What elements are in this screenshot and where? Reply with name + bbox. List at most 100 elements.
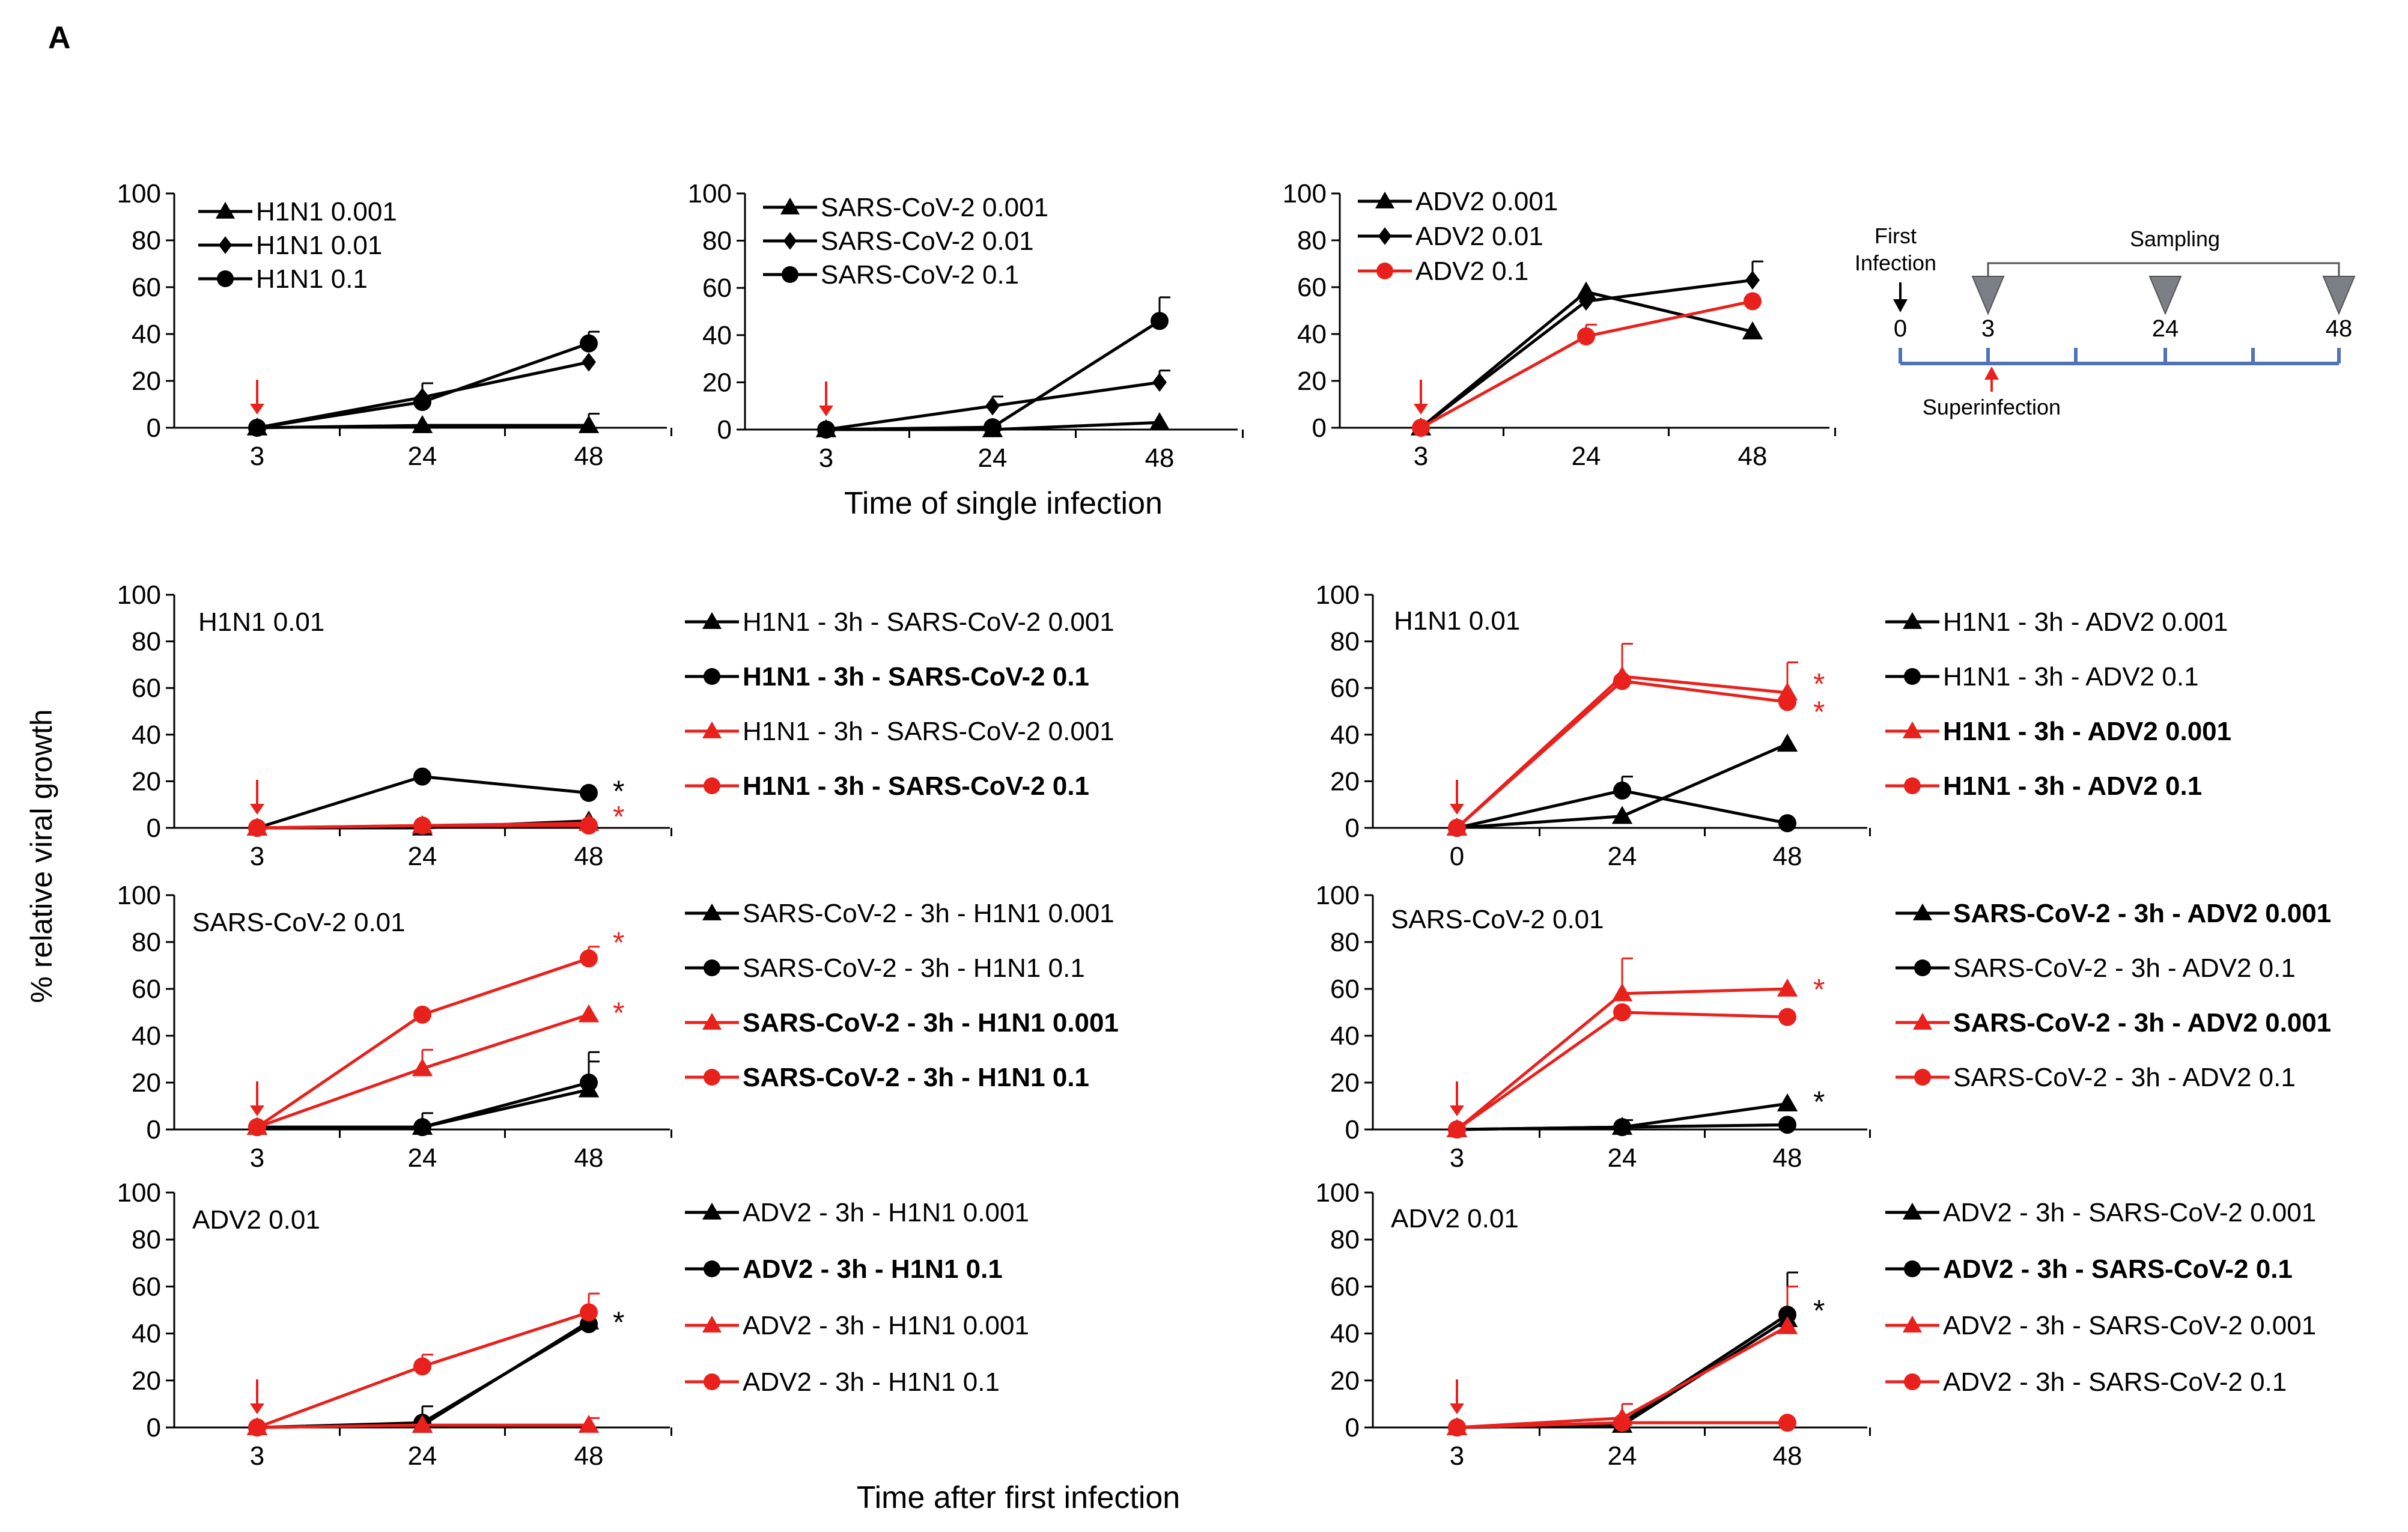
chart-co-h1n1-adv2: 0 20 40 60 80 100 0 24 48 H1N1 0.01 ** H1N1 - 3h - … bbox=[1316, 580, 2232, 871]
legend-label: ADV2 0.01 bbox=[1415, 222, 1543, 251]
data-point bbox=[412, 1414, 433, 1433]
data-point bbox=[1613, 1414, 1631, 1432]
x-tick-label: 24 bbox=[408, 1441, 437, 1471]
data-point bbox=[1613, 781, 1631, 800]
data-point bbox=[1448, 1418, 1466, 1436]
x-tick-label: 24 bbox=[408, 1143, 437, 1173]
legend-label: H1N1 - 3h - ADV2 0.001 bbox=[1943, 717, 2231, 746]
significance-star: * bbox=[1813, 667, 1825, 701]
y-tick-label: 40 bbox=[132, 320, 161, 349]
legend-label: SARS-CoV-2 0.001 bbox=[821, 193, 1048, 222]
legend-label: ADV2 - 3h - SARS-CoV-2 0.1 bbox=[1943, 1254, 2293, 1284]
infection-arrow-head bbox=[1450, 804, 1464, 815]
y-tick-label: 100 bbox=[117, 881, 161, 910]
y-tick-label: 20 bbox=[132, 767, 161, 796]
data-point bbox=[413, 816, 431, 835]
legend-marker bbox=[702, 1202, 722, 1220]
legend-label: SARS-CoV-2 - 3h - H1N1 0.001 bbox=[743, 899, 1114, 928]
legend-label: SARS-CoV-2 - 3h - H1N1 0.1 bbox=[743, 1063, 1089, 1092]
data-point bbox=[413, 393, 431, 412]
legend-marker bbox=[215, 201, 236, 219]
y-tick-label: 0 bbox=[147, 1115, 161, 1144]
y-tick-label: 60 bbox=[1330, 673, 1360, 703]
x-tick-label: 3 bbox=[1450, 1441, 1464, 1471]
legend-label: SARS-CoV-2 0.01 bbox=[821, 226, 1034, 256]
y-tick-label: 100 bbox=[1316, 1178, 1360, 1208]
legend-label: H1N1 0.001 bbox=[256, 197, 397, 226]
legend-label: ADV2 - 3h - H1N1 0.1 bbox=[743, 1254, 1003, 1284]
y-tick-label: 20 bbox=[132, 366, 161, 396]
y-tick-label: 80 bbox=[132, 226, 161, 255]
data-point bbox=[1778, 1116, 1796, 1134]
legend-marker bbox=[704, 1373, 720, 1390]
y-tick-label: 100 bbox=[1283, 179, 1327, 208]
y-axis-label: % relative viral growth bbox=[25, 709, 58, 1003]
x-tick-label: 3 bbox=[250, 1441, 264, 1471]
significance-star: * bbox=[1813, 973, 1825, 1006]
chart-title: SARS-CoV-2 0.01 bbox=[1391, 905, 1604, 934]
data-point bbox=[1745, 270, 1760, 290]
data-point bbox=[984, 418, 1002, 437]
legend-marker bbox=[1375, 191, 1395, 208]
data-point bbox=[1151, 312, 1169, 330]
data-point bbox=[1777, 978, 1798, 997]
x-tick-label: 48 bbox=[574, 442, 604, 471]
y-tick-label: 0 bbox=[147, 1413, 161, 1442]
infection-arrow-head bbox=[250, 1403, 264, 1414]
data-point bbox=[1575, 281, 1597, 300]
legend-label: SARS-CoV-2 - 3h - H1N1 0.1 bbox=[743, 953, 1085, 983]
data-point bbox=[1448, 1120, 1466, 1138]
y-tick-label: 100 bbox=[1316, 580, 1360, 610]
x-tick-label: 24 bbox=[978, 443, 1008, 473]
infection-arrow-head bbox=[1414, 404, 1428, 415]
data-point bbox=[248, 1418, 266, 1436]
chart-title: ADV2 0.01 bbox=[192, 1205, 320, 1235]
legend-label: ADV2 - 3h - SARS-CoV-2 0.001 bbox=[1943, 1198, 2316, 1227]
data-point bbox=[412, 415, 433, 433]
legend-marker bbox=[702, 1315, 722, 1333]
data-point bbox=[580, 1303, 598, 1322]
y-tick-label: 20 bbox=[702, 368, 732, 397]
superinfection-arrow-head bbox=[1984, 366, 1999, 380]
data-point bbox=[1778, 1414, 1796, 1432]
x-tick-label: 48 bbox=[1145, 443, 1175, 473]
series-line bbox=[1456, 675, 1788, 829]
legend-marker bbox=[1378, 227, 1392, 245]
first-infection-label-line1: First bbox=[1874, 223, 1917, 248]
legend-marker bbox=[1902, 612, 1923, 629]
significance-star: * bbox=[1813, 695, 1825, 729]
timeline-tick-48: 48 bbox=[2326, 315, 2353, 342]
y-tick-label: 20 bbox=[1330, 1068, 1360, 1098]
y-tick-label: 80 bbox=[132, 627, 161, 657]
data-point bbox=[1579, 291, 1593, 311]
legend-label: ADV2 - 3h - H1N1 0.1 bbox=[743, 1367, 1000, 1397]
y-tick-label: 20 bbox=[1330, 767, 1360, 796]
y-tick-label: 60 bbox=[132, 673, 161, 703]
data-point bbox=[413, 767, 431, 786]
significance-star: * bbox=[613, 926, 624, 959]
y-tick-label: 60 bbox=[1330, 1272, 1360, 1301]
sampling-marker bbox=[2148, 276, 2182, 315]
chart-co-adv2-h1n1: 0 20 40 60 80 100 3 24 48 ADV2 0.01 * ADV2 - 3h - H… bbox=[117, 1178, 1029, 1471]
chart-co-h1n1-sars: 0 20 40 60 80 100 3 24 48 H1N1 0.01 ** H1N1 - 3h - … bbox=[117, 580, 1114, 871]
legend-marker bbox=[217, 270, 234, 287]
x-tick-label: 48 bbox=[1773, 842, 1802, 871]
legend-marker bbox=[1904, 777, 1921, 794]
chart-title: H1N1 0.01 bbox=[198, 607, 324, 637]
legend-marker bbox=[783, 232, 797, 250]
chart-title: SARS-CoV-2 0.01 bbox=[192, 908, 406, 937]
y-tick-label: 80 bbox=[702, 226, 732, 256]
legend-label: SARS-CoV-2 - 3h - ADV2 0.1 bbox=[1953, 953, 2296, 983]
significance-star: * bbox=[613, 800, 624, 834]
legend-marker bbox=[704, 1260, 720, 1277]
x-tick-label: 24 bbox=[1608, 842, 1637, 871]
legend-label: H1N1 - 3h - SARS-CoV-2 0.1 bbox=[743, 771, 1089, 801]
y-tick-label: 0 bbox=[1345, 1413, 1360, 1442]
legend-marker bbox=[704, 668, 720, 685]
infection-timeline-schematic: First Infection Sampling Superinfection … bbox=[1855, 223, 2356, 419]
y-tick-label: 40 bbox=[702, 321, 732, 350]
chart-co-sars-h1n1: 0 20 40 60 80 100 3 24 48 SARS-CoV-2 0.01 * * SARS-C… bbox=[117, 881, 1119, 1173]
significance-star: * bbox=[613, 1306, 624, 1339]
infection-arrow-head bbox=[1450, 1403, 1464, 1414]
x-tick-label: 3 bbox=[1414, 442, 1428, 471]
